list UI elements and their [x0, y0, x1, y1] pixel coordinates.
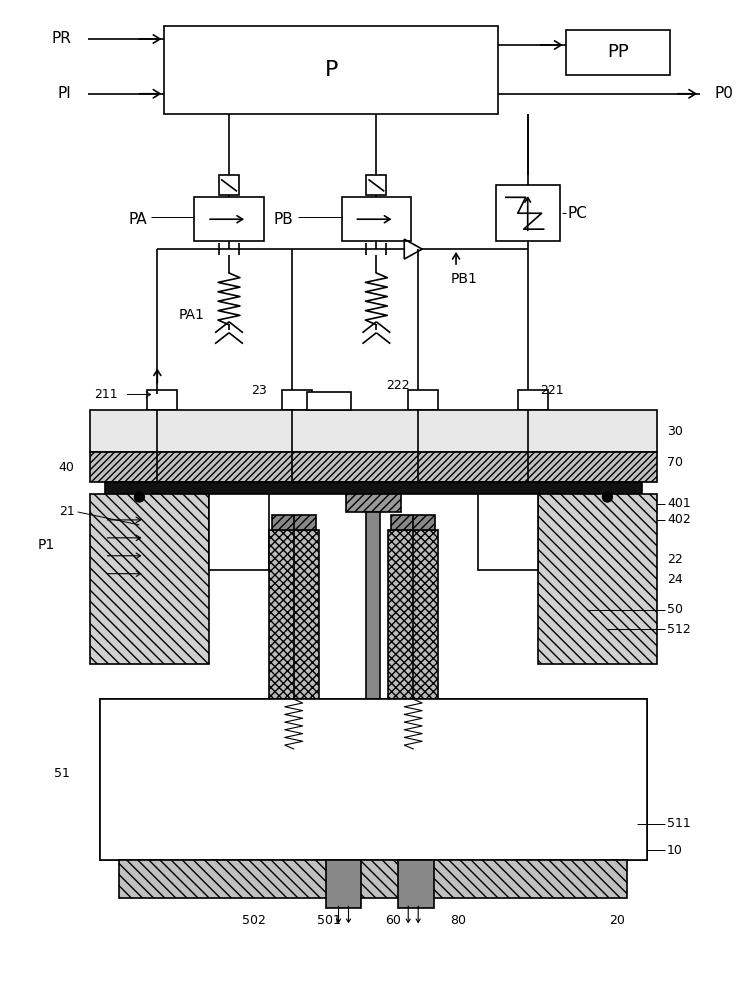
Circle shape: [602, 492, 612, 502]
Text: 401: 401: [667, 497, 691, 510]
Bar: [282, 390, 311, 410]
Text: 222: 222: [386, 379, 410, 392]
Text: 70: 70: [667, 456, 683, 469]
Text: 20: 20: [609, 914, 626, 927]
Bar: [272, 515, 316, 530]
Bar: [408, 390, 438, 410]
Bar: [164, 26, 498, 114]
Bar: [90, 494, 209, 664]
Bar: [496, 185, 559, 241]
Bar: [90, 410, 657, 452]
Bar: [478, 494, 538, 570]
Bar: [194, 197, 264, 241]
Text: 24: 24: [667, 573, 683, 586]
Bar: [219, 175, 239, 195]
Bar: [105, 482, 643, 494]
Text: 80: 80: [450, 914, 466, 927]
Bar: [342, 197, 411, 241]
Circle shape: [135, 492, 144, 502]
Text: 50: 50: [667, 603, 683, 616]
Bar: [147, 390, 177, 410]
Bar: [269, 530, 319, 699]
Bar: [392, 515, 435, 530]
Bar: [542, 699, 647, 860]
Text: 60: 60: [386, 914, 401, 927]
Text: 402: 402: [667, 513, 691, 526]
Text: P0: P0: [715, 86, 734, 101]
Bar: [345, 494, 401, 512]
Bar: [99, 699, 204, 860]
Text: PR: PR: [52, 31, 71, 46]
Text: 512: 512: [667, 623, 691, 636]
Bar: [517, 390, 548, 410]
Text: PA: PA: [129, 212, 147, 227]
Text: 51: 51: [54, 767, 70, 780]
Text: PI: PI: [58, 86, 71, 101]
Text: 221: 221: [539, 384, 563, 397]
Text: 40: 40: [59, 461, 74, 474]
Text: 10: 10: [667, 844, 683, 857]
Text: PA1: PA1: [178, 308, 204, 322]
Text: 501: 501: [316, 914, 341, 927]
Bar: [209, 494, 269, 570]
Text: PB: PB: [274, 212, 294, 227]
Text: 511: 511: [667, 817, 691, 830]
Bar: [565, 30, 670, 75]
Text: 502: 502: [242, 914, 266, 927]
Bar: [307, 392, 352, 410]
Bar: [367, 175, 386, 195]
Text: PP: PP: [607, 43, 629, 61]
Bar: [90, 452, 657, 482]
Text: PB1: PB1: [451, 272, 478, 286]
Bar: [538, 494, 657, 664]
Bar: [325, 860, 361, 908]
Text: 30: 30: [667, 425, 683, 438]
Text: 21: 21: [59, 505, 74, 518]
Bar: [398, 860, 434, 908]
Bar: [389, 530, 438, 699]
Text: 23: 23: [251, 384, 267, 397]
Text: 22: 22: [667, 553, 683, 566]
Bar: [367, 512, 381, 709]
Bar: [99, 699, 647, 860]
Bar: [119, 860, 627, 898]
Text: 211: 211: [94, 388, 118, 401]
Text: P1: P1: [38, 538, 54, 552]
Text: P: P: [325, 60, 338, 80]
Bar: [204, 699, 542, 860]
Text: PC: PC: [567, 206, 587, 221]
